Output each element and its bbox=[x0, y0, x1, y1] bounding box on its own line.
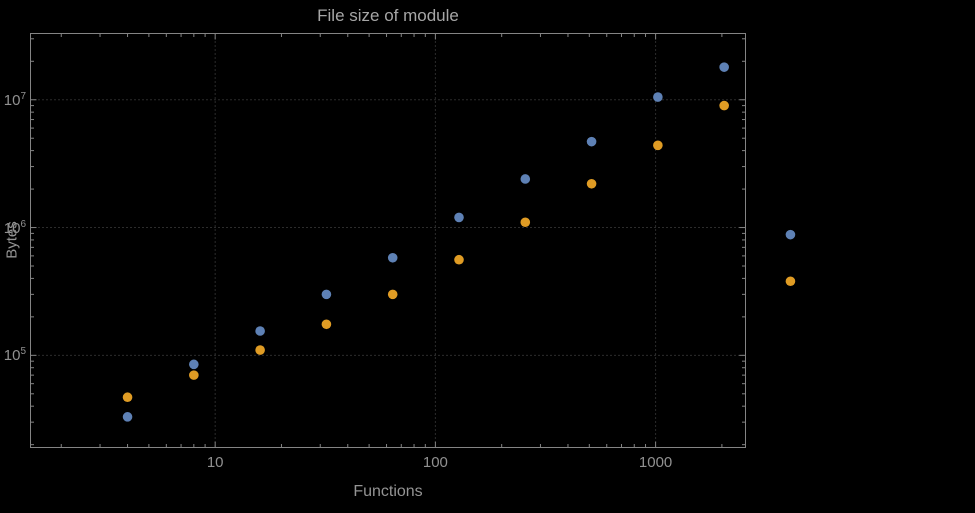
x-tick-label: 100 bbox=[422, 453, 448, 471]
data-point-orange bbox=[189, 370, 199, 380]
chart-title: File size of module bbox=[317, 6, 459, 25]
data-point-blue bbox=[785, 229, 796, 240]
data-point-orange bbox=[387, 289, 398, 300]
data-point-blue bbox=[189, 359, 199, 370]
data-point-blue bbox=[122, 412, 133, 422]
data-point-blue bbox=[255, 326, 265, 336]
plot-frame bbox=[30, 33, 746, 448]
data-point-orange bbox=[586, 178, 597, 189]
data-point-blue bbox=[586, 136, 597, 147]
data-point-orange bbox=[122, 392, 133, 403]
data-point-orange bbox=[653, 140, 663, 151]
data-point-orange bbox=[719, 100, 729, 111]
data-point-blue bbox=[387, 252, 398, 263]
data-point-orange bbox=[454, 254, 464, 265]
y-tick-label: 107 bbox=[3, 90, 26, 109]
data-point-blue bbox=[520, 174, 531, 184]
y-tick-label: 106 bbox=[3, 218, 26, 237]
data-point-blue bbox=[454, 212, 464, 223]
data-point-orange bbox=[785, 276, 796, 287]
data-point-orange bbox=[255, 345, 265, 355]
data-point-blue bbox=[321, 289, 332, 300]
data-point-blue bbox=[653, 92, 663, 102]
x-axis-label: Functions bbox=[353, 483, 423, 500]
data-point-blue bbox=[719, 62, 729, 72]
x-tick-label: 1000 bbox=[638, 453, 673, 471]
data-point-orange bbox=[321, 319, 332, 330]
x-tick-label: 10 bbox=[206, 453, 224, 471]
y-tick-label: 105 bbox=[3, 346, 26, 365]
y-axis-label: Bytes bbox=[3, 221, 21, 259]
data-point-orange bbox=[520, 217, 531, 228]
